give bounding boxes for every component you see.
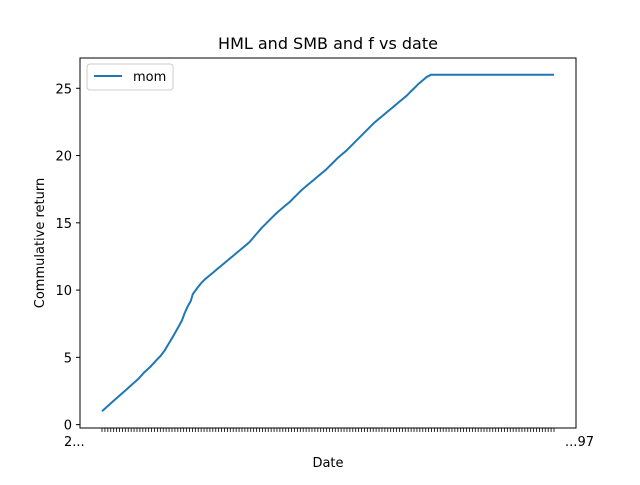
legend-box <box>86 63 174 91</box>
y-tick-label: 25 <box>55 82 72 97</box>
y-tick-label: 20 <box>55 150 72 165</box>
x-axis: 2... ...97 <box>64 428 594 450</box>
legend: mom <box>86 63 174 91</box>
legend-label-mom: mom <box>133 70 166 85</box>
y-tick-label: 5 <box>64 351 72 366</box>
y-tick-label: 10 <box>55 284 72 299</box>
x-tick-label-first: 2... <box>64 435 85 450</box>
x-axis-label: Date <box>312 456 343 471</box>
chart-title: HML and SMB and f vs date <box>218 34 438 53</box>
y-axis: 0 5 10 15 20 25 <box>55 82 80 434</box>
y-tick-label: 0 <box>64 419 72 434</box>
y-tick-label: 15 <box>55 217 72 232</box>
y-axis-label: Commulative return <box>33 178 48 308</box>
plot-area <box>101 73 554 412</box>
plot-frame <box>79 57 577 429</box>
x-tick-label-last: ...97 <box>565 435 594 450</box>
series-line-mom <box>101 73 554 412</box>
